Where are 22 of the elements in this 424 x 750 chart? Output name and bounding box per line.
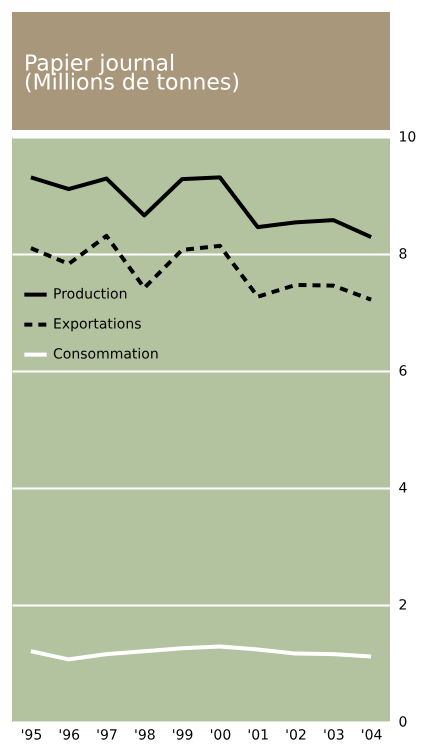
x-tick-label: '01 (247, 728, 270, 744)
x-tick-label: '02 (285, 728, 307, 744)
line-series (28, 175, 374, 240)
y-tick-label: 8 (398, 246, 408, 262)
y-tick-label: 0 (398, 714, 408, 730)
x-tick-label: '96 (58, 728, 80, 744)
x-tick-label: '03 (322, 728, 345, 744)
x-tick-label: '95 (20, 728, 42, 744)
legend-label: Exportations (53, 316, 142, 333)
y-tick-label: 6 (398, 364, 408, 380)
y-tick-label: 10 (398, 130, 416, 146)
y-tick-label: 2 (398, 598, 408, 614)
line-series (28, 234, 374, 302)
line-series (28, 644, 374, 662)
x-tick-label: '00 (210, 728, 232, 744)
x-tick-label: '97 (96, 728, 118, 744)
legend-label: Consommation (53, 346, 159, 363)
x-tick-label: '98 (134, 728, 156, 744)
x-tick-label: '99 (172, 728, 194, 744)
y-tick-label: 4 (398, 480, 408, 496)
legend-label: Production (53, 286, 128, 303)
x-tick-label: '04 (360, 728, 383, 744)
